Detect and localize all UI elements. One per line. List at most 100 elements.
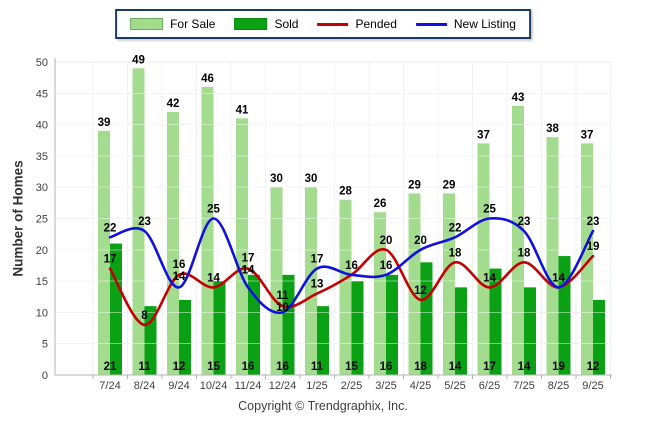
svg-text:22: 22	[104, 222, 117, 234]
bar-sold	[317, 306, 329, 375]
svg-text:15: 15	[207, 361, 220, 373]
svg-text:8: 8	[141, 310, 148, 322]
y-axis-title-text: Number of Homes	[10, 159, 26, 277]
svg-text:43: 43	[512, 92, 525, 104]
bar-sold	[213, 281, 226, 375]
bar-for-sale	[546, 137, 559, 375]
sold-swatch-icon	[234, 18, 268, 30]
svg-text:6/25: 6/25	[479, 380, 500, 392]
svg-text:20: 20	[36, 245, 48, 257]
svg-text:10: 10	[36, 307, 48, 319]
svg-text:14: 14	[242, 265, 255, 277]
bar-for-sale	[339, 199, 352, 375]
bar-for-sale	[512, 105, 524, 375]
bar-sold	[593, 299, 605, 375]
bar-for-sale	[236, 118, 248, 375]
bar-for-sale	[305, 187, 317, 375]
svg-text:50: 50	[36, 57, 48, 69]
svg-text:28: 28	[339, 186, 352, 198]
bar-for-sale	[443, 193, 455, 375]
svg-text:4/25: 4/25	[410, 380, 431, 392]
svg-text:42: 42	[167, 98, 180, 110]
bar-sold	[351, 281, 364, 375]
for-sale-swatch-icon	[130, 18, 164, 30]
svg-text:18: 18	[518, 247, 531, 259]
svg-text:14: 14	[518, 361, 531, 373]
svg-text:11: 11	[311, 361, 324, 373]
bar-for-sale	[408, 193, 421, 375]
svg-text:16: 16	[242, 361, 255, 373]
y-axis-labels: 0 5 10 15 20 25 30 35 40 45 50	[36, 57, 48, 382]
svg-text:16: 16	[276, 361, 289, 373]
svg-text:18: 18	[449, 247, 462, 259]
svg-text:30: 30	[270, 173, 283, 185]
bar-for-sale	[270, 187, 283, 375]
svg-text:25: 25	[483, 204, 496, 216]
svg-text:18: 18	[414, 361, 427, 373]
svg-text:10: 10	[276, 302, 289, 314]
svg-text:8/24: 8/24	[134, 380, 155, 392]
bars-for-sale	[98, 68, 593, 375]
svg-text:16: 16	[380, 361, 393, 373]
new-listing-line-path	[108, 216, 595, 315]
svg-text:0: 0	[42, 370, 48, 382]
svg-text:1/25: 1/25	[306, 380, 327, 392]
svg-text:11: 11	[276, 290, 289, 302]
svg-text:16: 16	[345, 260, 358, 272]
bar-sold	[455, 287, 467, 375]
svg-text:25: 25	[36, 214, 48, 226]
svg-text:25: 25	[207, 204, 220, 216]
bar-sold	[420, 262, 433, 375]
svg-text:17: 17	[483, 361, 496, 373]
svg-text:20: 20	[380, 235, 393, 247]
bar-for-sale	[201, 87, 214, 375]
bar-sold	[489, 268, 502, 375]
pended-line-swatch-icon	[317, 22, 349, 26]
svg-text:16: 16	[173, 259, 186, 271]
svg-text:7/24: 7/24	[99, 380, 120, 392]
axes	[54, 58, 612, 379]
svg-text:11: 11	[138, 361, 151, 373]
legend-label-sold: Sold	[274, 17, 299, 31]
svg-text:12: 12	[587, 361, 600, 373]
x-axis-labels: 7/24 8/24 9/24 10/24 11/24 12/24 1/25 2/25 3/25 4…	[99, 380, 603, 392]
bar-for-sale	[374, 212, 386, 375]
svg-text:19: 19	[587, 241, 600, 253]
svg-text:14: 14	[552, 272, 565, 284]
svg-text:5: 5	[42, 339, 48, 351]
svg-text:14: 14	[483, 272, 496, 284]
svg-text:46: 46	[201, 73, 214, 85]
svg-text:15: 15	[345, 361, 358, 373]
svg-text:12: 12	[414, 285, 427, 297]
svg-text:26: 26	[374, 198, 387, 210]
svg-text:12/24: 12/24	[269, 380, 297, 392]
svg-text:10/24: 10/24	[200, 380, 228, 392]
svg-text:9/24: 9/24	[168, 380, 189, 392]
bar-sold	[524, 287, 536, 375]
svg-text:11/24: 11/24	[235, 380, 262, 392]
svg-text:17: 17	[104, 254, 117, 266]
y-axis-title: Number of Homes	[3, 104, 33, 332]
svg-text:45: 45	[36, 88, 48, 100]
legend-label-pended: Pended	[355, 17, 397, 31]
svg-text:37: 37	[477, 129, 490, 141]
svg-text:12: 12	[173, 361, 186, 373]
svg-text:38: 38	[546, 123, 559, 135]
svg-text:49: 49	[132, 54, 145, 66]
bars-sold	[110, 243, 605, 375]
svg-text:3/25: 3/25	[375, 380, 396, 392]
bar-for-sale	[581, 143, 593, 375]
svg-text:23: 23	[518, 216, 531, 228]
svg-text:29: 29	[408, 179, 421, 191]
svg-text:39: 39	[98, 117, 111, 129]
legend-label-for-sale: For Sale	[170, 17, 216, 31]
svg-text:40: 40	[36, 120, 48, 132]
svg-text:9/25: 9/25	[582, 380, 603, 392]
svg-text:5/25: 5/25	[444, 380, 465, 392]
svg-text:21: 21	[104, 361, 117, 373]
bar-value-labels: 39 21 49 11 42 12 46 15 41 16 30 16 30 11 28 15 26 16 29 18…	[98, 54, 600, 373]
svg-text:16: 16	[380, 260, 393, 272]
